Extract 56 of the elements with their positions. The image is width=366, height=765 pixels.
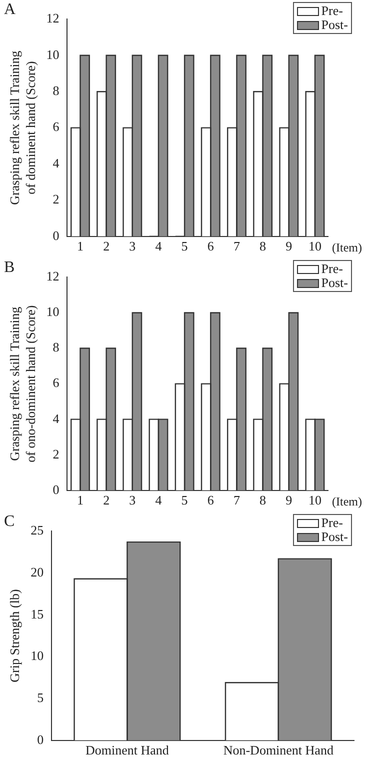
y-tick-label: 2 [52, 192, 60, 207]
chart-title: B [4, 258, 15, 276]
x-tick-label: 8 [260, 492, 266, 508]
y-tick-label: 8 [52, 340, 60, 355]
y-tick-label: 4 [52, 155, 60, 170]
x-tick-label: 6 [207, 238, 214, 254]
x-axis-title: (Item) [332, 494, 362, 509]
legend-label: Pre- [321, 3, 343, 18]
y-tick-label: 0 [52, 482, 60, 497]
x-tick-label: 1 [76, 238, 84, 254]
y-tick-label: 10 [30, 648, 44, 664]
x-tick-label: 3 [129, 492, 136, 508]
chart-title: A [4, 0, 16, 18]
x-tick-label: 7 [233, 492, 240, 508]
x-tick-label: Dominent Hand [85, 742, 170, 758]
x-tick-label: 9 [286, 492, 292, 508]
legend-label: Post- [321, 275, 348, 290]
x-tick-label: 2 [103, 492, 110, 508]
y-tick-label: 6 [52, 375, 60, 390]
y-tick-label: 15 [30, 606, 44, 622]
y-tick-label: 4 [52, 410, 60, 426]
x-tick-label: 4 [155, 238, 162, 254]
x-tick-label: 5 [181, 492, 188, 508]
y-tick-label: 8 [52, 83, 60, 98]
x-axis-title: (Item) [332, 240, 362, 255]
y-tick-label: 20 [30, 564, 44, 580]
legend-label: Pre- [321, 261, 343, 276]
chart-title: C [4, 512, 15, 530]
y-tick-label: 5 [37, 690, 44, 705]
y-tick-label: 12 [46, 268, 60, 284]
x-tick-label: Non-Dominent Hand [223, 742, 334, 758]
y-tick-label: 6 [52, 119, 60, 134]
y-axis-title: Grip Strength (lb) [7, 589, 22, 682]
x-tick-label: 6 [207, 492, 214, 508]
x-tick-label: 1 [76, 492, 84, 508]
x-tick-label: 10 [308, 238, 322, 254]
x-tick-label: 8 [260, 238, 266, 254]
x-tick-label: 2 [103, 238, 110, 254]
x-tick-label: 4 [155, 492, 162, 508]
y-tick-label: 12 [46, 10, 60, 26]
y-tick-label: 2 [52, 446, 60, 462]
y-axis-title: Grasping reflex skill Training of dominent hand (Score) [7, 50, 38, 205]
y-tick-label: 25 [30, 522, 44, 538]
x-tick-label: 5 [181, 238, 188, 254]
legend-label: Post- [321, 17, 348, 32]
x-tick-label: 10 [308, 492, 322, 508]
y-tick-label: 10 [46, 46, 60, 62]
x-tick-label: 7 [233, 238, 240, 254]
legend-label: Pre- [321, 515, 343, 530]
y-tick-label: 0 [37, 732, 44, 747]
x-tick-label: 9 [286, 238, 292, 254]
y-tick-label: 10 [46, 304, 60, 320]
y-axis-title: Grasping reflex skill Training of ono-dominent hand (Score) [7, 305, 38, 462]
x-tick-label: 3 [129, 238, 136, 254]
y-tick-label: 0 [52, 228, 60, 243]
legend-label: Post- [321, 529, 348, 544]
